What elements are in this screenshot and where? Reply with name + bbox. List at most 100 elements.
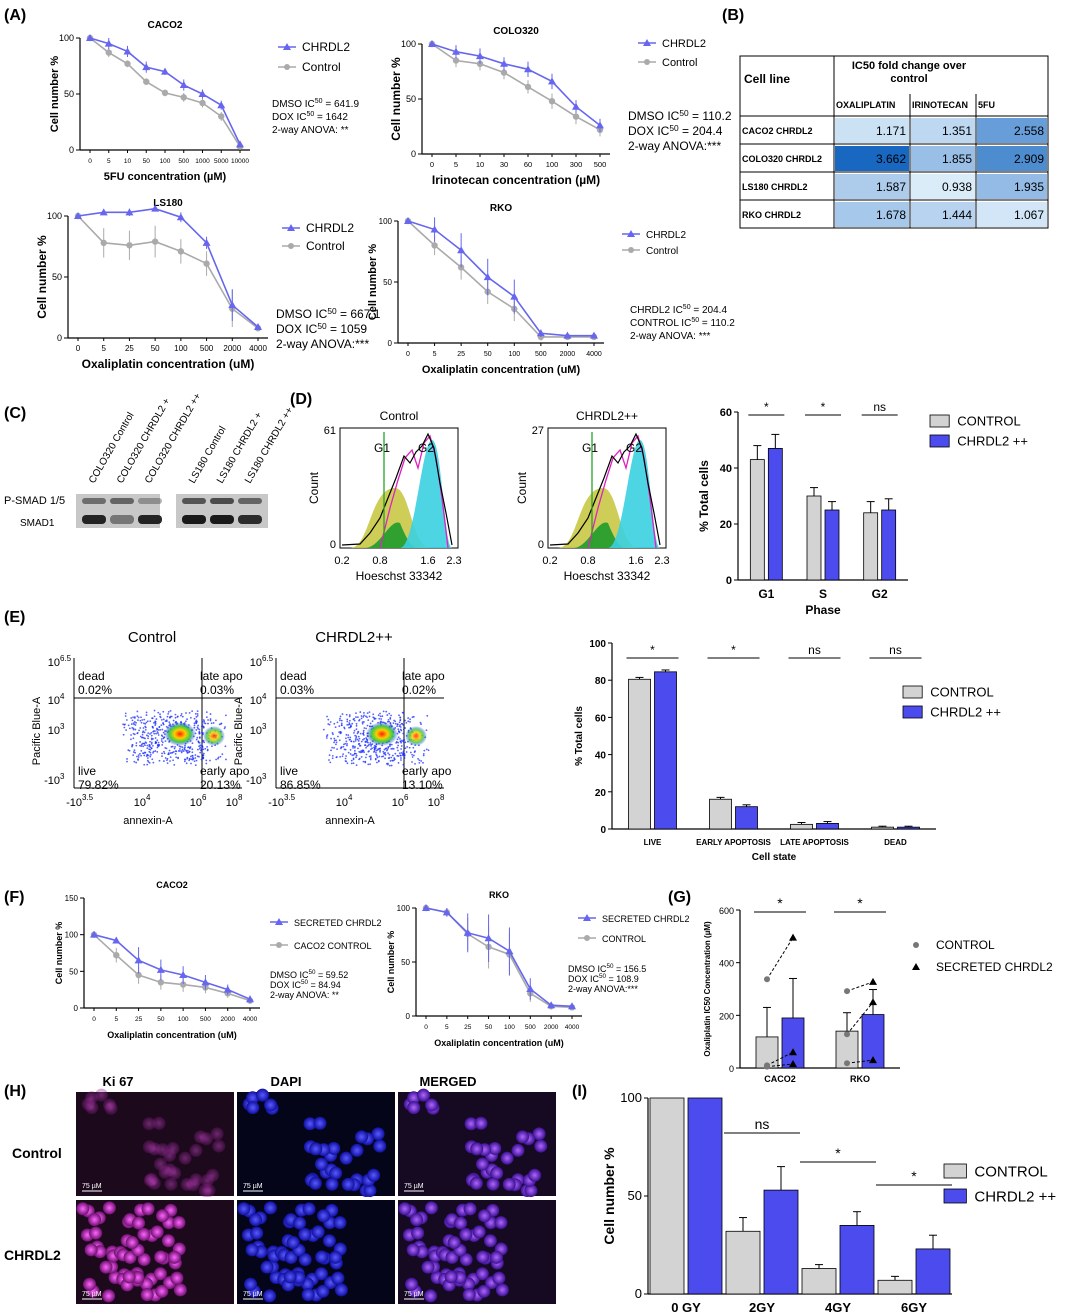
table-row-label: COLO320 CHRDL2: [742, 154, 822, 164]
event-dot: [331, 757, 334, 760]
event-dot: [131, 744, 134, 747]
event-dot: [132, 728, 135, 731]
y-axis-title: Count: [515, 471, 529, 504]
legend-marker: [584, 935, 590, 941]
event-dot: [339, 731, 342, 733]
event-dot: [145, 734, 148, 737]
event-dot: [364, 756, 367, 759]
y-axis-title: Cell number %: [49, 56, 61, 133]
bar: [749, 459, 765, 581]
event-dot: [140, 754, 143, 757]
event-dot: [125, 719, 128, 721]
event-dot: [353, 719, 356, 722]
panel-label-F: (F): [4, 889, 24, 906]
x-tick-label: 25: [125, 344, 134, 353]
x-axis-title: Irinotecan concentration (µM): [432, 173, 600, 187]
x-tick-label: 2.3: [654, 555, 669, 567]
x-tick-label: EARLY APOPTOSIS: [696, 838, 771, 847]
event-dot: [333, 739, 336, 742]
annotation-text: 2-way ANOVA:***: [628, 139, 721, 153]
event-dot: [141, 742, 144, 745]
event-dot: [166, 762, 169, 765]
event-dot: [169, 752, 172, 754]
event-dot: [166, 715, 169, 718]
event-dot: [402, 763, 405, 766]
y-tick-label: -10: [246, 775, 262, 787]
heat-cell-value: 2.909: [1014, 152, 1044, 166]
data-point: [844, 1060, 850, 1067]
event-dot: [404, 727, 407, 729]
legend-label: Control: [306, 239, 345, 253]
event-dot: [402, 723, 405, 726]
event-dot: [376, 756, 379, 759]
cell: [245, 1243, 259, 1257]
legend-swatch: [943, 1163, 967, 1179]
event-dot: [355, 712, 357, 715]
event-dot: [196, 736, 199, 739]
event-dot: [390, 714, 392, 717]
event-dot: [353, 731, 355, 734]
event-dot: [137, 716, 140, 719]
event-dot: [355, 722, 358, 725]
cell: [147, 1176, 161, 1190]
event-dot: [364, 740, 367, 743]
event-dot: [194, 757, 197, 759]
event-dot: [360, 756, 363, 758]
event-dot: [167, 712, 170, 715]
event-dot: [411, 761, 413, 763]
heat-cell-value: 1.678: [876, 208, 906, 222]
data-point: [198, 90, 207, 97]
event-dot: [143, 763, 146, 766]
event-dot: [198, 737, 201, 739]
legend-label: SECRETED CHRDL2: [936, 960, 1053, 974]
event-dot: [355, 736, 358, 739]
table-group-header: IC50 fold change over: [852, 60, 967, 72]
cell: [173, 1283, 187, 1297]
cell: [298, 1253, 312, 1267]
cell: [475, 1157, 489, 1171]
event-dot: [224, 726, 226, 728]
legend-marker: [912, 963, 920, 970]
x-tick-label: 100: [504, 1024, 515, 1031]
event-dot: [146, 753, 149, 756]
cell: [459, 1227, 473, 1241]
raw-histogram: [549, 432, 661, 546]
x-tick-exponent: 6: [202, 793, 207, 802]
event-dot: [174, 716, 177, 719]
legend-label: CHRDL2: [306, 221, 354, 235]
x-axis-title: Oxaliplatin concentration (uM): [107, 1030, 237, 1040]
event-dot: [369, 757, 372, 759]
event-dot: [139, 744, 141, 747]
event-dot: [351, 754, 354, 757]
event-dot: [411, 753, 414, 756]
cell: [142, 1117, 156, 1131]
event-dot: [126, 758, 128, 760]
y-tick-label: 0: [74, 1004, 79, 1013]
event-dot: [357, 743, 360, 745]
event-dot: [366, 724, 369, 727]
event-dot: [188, 747, 191, 750]
y-min-label: 0: [538, 539, 544, 551]
cell: [244, 1277, 258, 1291]
event-dot: [385, 747, 388, 750]
cell: [206, 1168, 220, 1182]
data-point: [180, 94, 187, 101]
cell: [302, 1202, 316, 1216]
event-dot: [336, 721, 339, 724]
event-dot: [345, 713, 348, 716]
scale-label: 75 µM: [404, 1291, 424, 1298]
event-dot: [405, 721, 408, 724]
event-dot: [334, 726, 337, 729]
event-dot: [355, 716, 357, 718]
micro-col-label: MERGED: [419, 1074, 476, 1089]
event-dot: [149, 755, 152, 758]
cell: [327, 1141, 341, 1155]
y-tick-label: 50: [69, 967, 78, 976]
event-dot: [422, 754, 425, 757]
event-dot: [375, 751, 377, 754]
event-dot: [142, 752, 145, 755]
x-tick-label: 50: [485, 1024, 493, 1031]
panel-label-A: (A): [4, 7, 26, 24]
y-tick-label: 50: [64, 89, 74, 99]
